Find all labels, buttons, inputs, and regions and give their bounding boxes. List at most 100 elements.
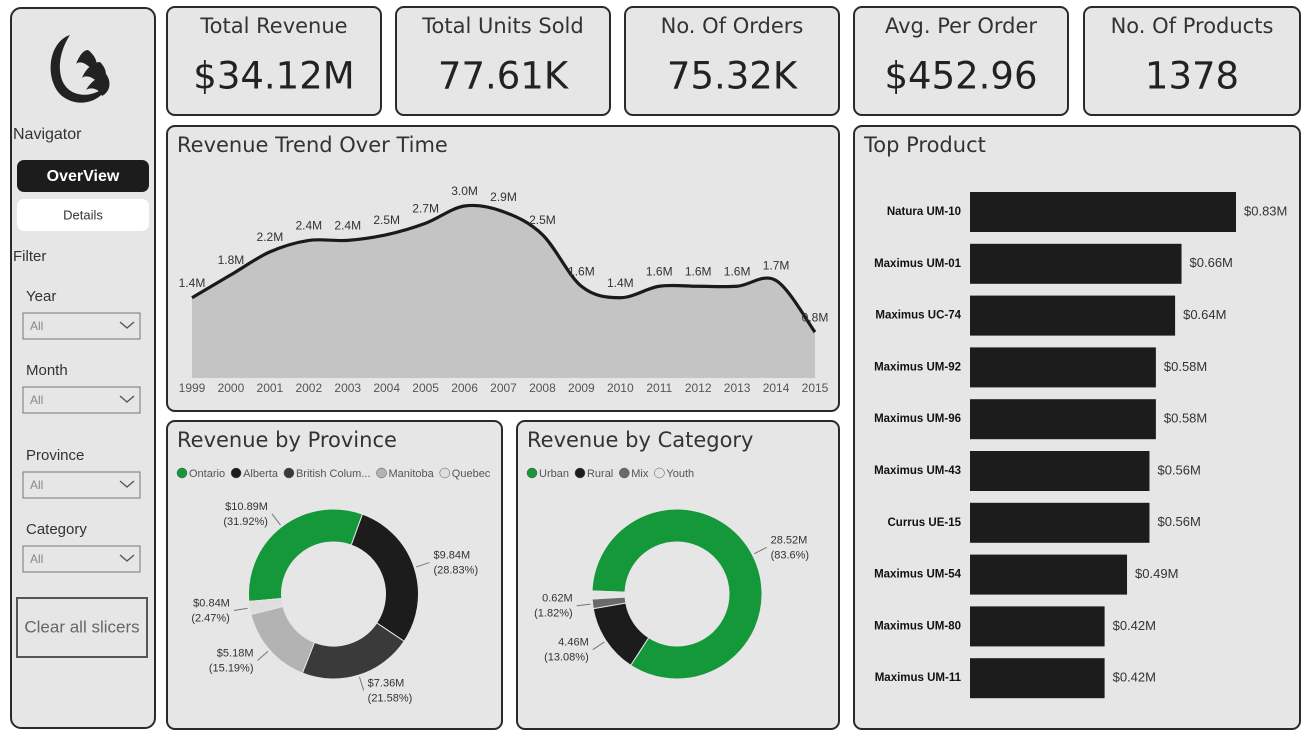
leader-line xyxy=(753,546,767,555)
details-button-label[interactable]: Details xyxy=(63,207,103,222)
data-label: $5.18M xyxy=(217,647,254,659)
chart-title: Revenue Trend Over Time xyxy=(177,133,448,157)
data-label: $0.64M xyxy=(1183,307,1226,322)
data-label: 1.8M xyxy=(218,253,245,267)
legend-label: Ontario xyxy=(189,468,225,480)
slicers: Year All Month All Province All Category All xyxy=(22,288,141,573)
data-label: 0.62M xyxy=(542,593,573,605)
x-tick-label: 2012 xyxy=(685,381,712,395)
chart-title: Revenue by Province xyxy=(177,428,397,452)
kpi-value: $452.96 xyxy=(884,55,1037,98)
data-label-percent: (1.82%) xyxy=(534,608,573,620)
charts: Revenue Trend Over Time 1999 1.4M 2000 1.8M 2… xyxy=(166,125,1301,730)
leader-line xyxy=(592,641,605,651)
x-tick-label: 2003 xyxy=(334,381,361,395)
kpi-card xyxy=(1083,6,1301,116)
details-button[interactable] xyxy=(17,199,149,231)
legend-label: Youth xyxy=(666,468,694,480)
slicer-dropdown[interactable] xyxy=(22,471,141,499)
data-label: $0.49M xyxy=(1135,566,1178,581)
data-label: $7.36M xyxy=(368,677,405,689)
bar xyxy=(970,658,1105,699)
overview-button-label[interactable]: OverView xyxy=(47,168,120,185)
clear-button-label[interactable]: Clear all slicers xyxy=(24,617,139,636)
legend-marker xyxy=(230,467,242,479)
x-tick-label: 2006 xyxy=(451,381,478,395)
chart-title: Revenue by Category xyxy=(527,428,754,452)
clear-button[interactable] xyxy=(16,597,148,658)
donut-slice xyxy=(350,513,419,642)
data-label: 2.5M xyxy=(373,213,400,227)
legend-label: Urban xyxy=(539,468,569,480)
kpi-value: $34.12M xyxy=(193,55,354,98)
bar xyxy=(970,243,1182,284)
slicer-value[interactable]: All xyxy=(30,319,43,333)
data-label-percent: (83.6%) xyxy=(771,549,810,561)
x-tick-label: 2001 xyxy=(257,381,284,395)
logo xyxy=(50,35,110,103)
data-label: 1.4M xyxy=(607,276,634,290)
leader-line xyxy=(576,603,591,607)
x-tick-label: 2011 xyxy=(646,381,672,395)
x-tick-label: 1999 xyxy=(179,381,206,395)
x-tick-label: 2002 xyxy=(295,381,322,395)
data-label: $0.83M xyxy=(1244,203,1287,218)
bar xyxy=(970,347,1156,388)
chart-panel xyxy=(166,420,503,730)
slicer-value[interactable]: All xyxy=(30,478,43,492)
slicer-value[interactable]: All xyxy=(30,552,43,566)
kpi-card xyxy=(624,6,840,116)
slicer-label: Category xyxy=(26,521,87,538)
y-tick-label: Maximus UM-96 xyxy=(874,413,961,425)
y-tick-label: Maximus UM-11 xyxy=(875,672,962,684)
bar xyxy=(970,399,1156,440)
data-label: 2.5M xyxy=(529,213,556,227)
data-label: 2.4M xyxy=(295,219,322,233)
chart-panel xyxy=(516,420,840,730)
data-label: 28.52M xyxy=(771,534,808,546)
y-tick-label: Maximus UC-74 xyxy=(875,310,961,322)
leader-line xyxy=(233,607,248,612)
donut-slice xyxy=(248,597,284,615)
chart-title: Top Product xyxy=(863,133,986,157)
data-label: 1.6M xyxy=(685,264,712,278)
kpi-cards: Total Revenue $34.12M Total Units Sold 77.6… xyxy=(166,6,1301,116)
data-label: 1.6M xyxy=(724,264,751,278)
legend-label: British Colum... xyxy=(296,468,371,480)
x-tick-label: 2005 xyxy=(412,381,439,395)
y-tick-label: Maximus UM-80 xyxy=(874,620,961,632)
data-label-percent: (2.47%) xyxy=(191,612,230,624)
y-tick-label: Maximus UM-92 xyxy=(874,361,961,373)
leader-line xyxy=(359,676,365,691)
data-label: $10.89M xyxy=(225,501,268,513)
legend-label: Manitoba xyxy=(389,468,435,480)
navigator-label: Navigator xyxy=(13,126,82,143)
data-label: 2.7M xyxy=(412,201,439,215)
donut-slice xyxy=(591,590,626,600)
slicer-dropdown[interactable] xyxy=(22,312,141,340)
line xyxy=(191,203,817,334)
kpi-label: Total Units Sold xyxy=(421,14,583,38)
slicer-value[interactable]: All xyxy=(30,393,43,407)
slicer-dropdown[interactable] xyxy=(22,545,141,573)
x-tick-label: 2014 xyxy=(763,381,790,395)
x-tick-label: 2008 xyxy=(529,381,556,395)
legend-marker xyxy=(439,467,451,479)
data-label: 1.6M xyxy=(568,264,595,278)
data-label: $0.66M xyxy=(1190,255,1233,270)
data-label: $0.56M xyxy=(1157,462,1200,477)
x-tick-label: 2009 xyxy=(568,381,595,395)
data-label-percent: (15.19%) xyxy=(209,662,254,674)
data-label: $0.42M xyxy=(1113,670,1156,685)
legend-marker xyxy=(619,467,630,479)
data-label-percent: (13.08%) xyxy=(544,652,589,664)
data-label: 1.6M xyxy=(646,264,673,278)
kpi-label: Avg. Per Order xyxy=(885,14,1037,38)
slicer-dropdown[interactable] xyxy=(22,386,141,414)
x-tick-label: 2010 xyxy=(607,381,634,395)
x-tick-label: 2013 xyxy=(724,381,751,395)
overview-button[interactable] xyxy=(17,160,149,192)
data-label-percent: (31.92%) xyxy=(223,516,268,528)
bar xyxy=(970,192,1236,232)
